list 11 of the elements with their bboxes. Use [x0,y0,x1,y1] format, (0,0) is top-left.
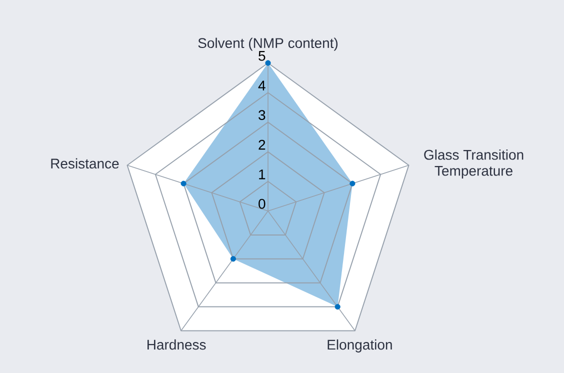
spoke-label: Resistance [51,158,119,169]
y-tick-label: 1 [259,170,266,180]
y-tick-label: 0 [258,198,266,209]
y-tick-label: 5 [258,51,266,61]
spoke-label: Elongation [328,339,392,352]
spoke-label: Glass Transition Temperature [424,150,524,179]
spoke-label: Hardness [148,339,206,350]
spoke-label: Solvent (NMP content) [198,38,338,51]
y-tick-label: 2 [258,140,266,150]
y-tick-label: 3 [258,110,266,120]
y-tick-label: 4 [258,80,266,90]
